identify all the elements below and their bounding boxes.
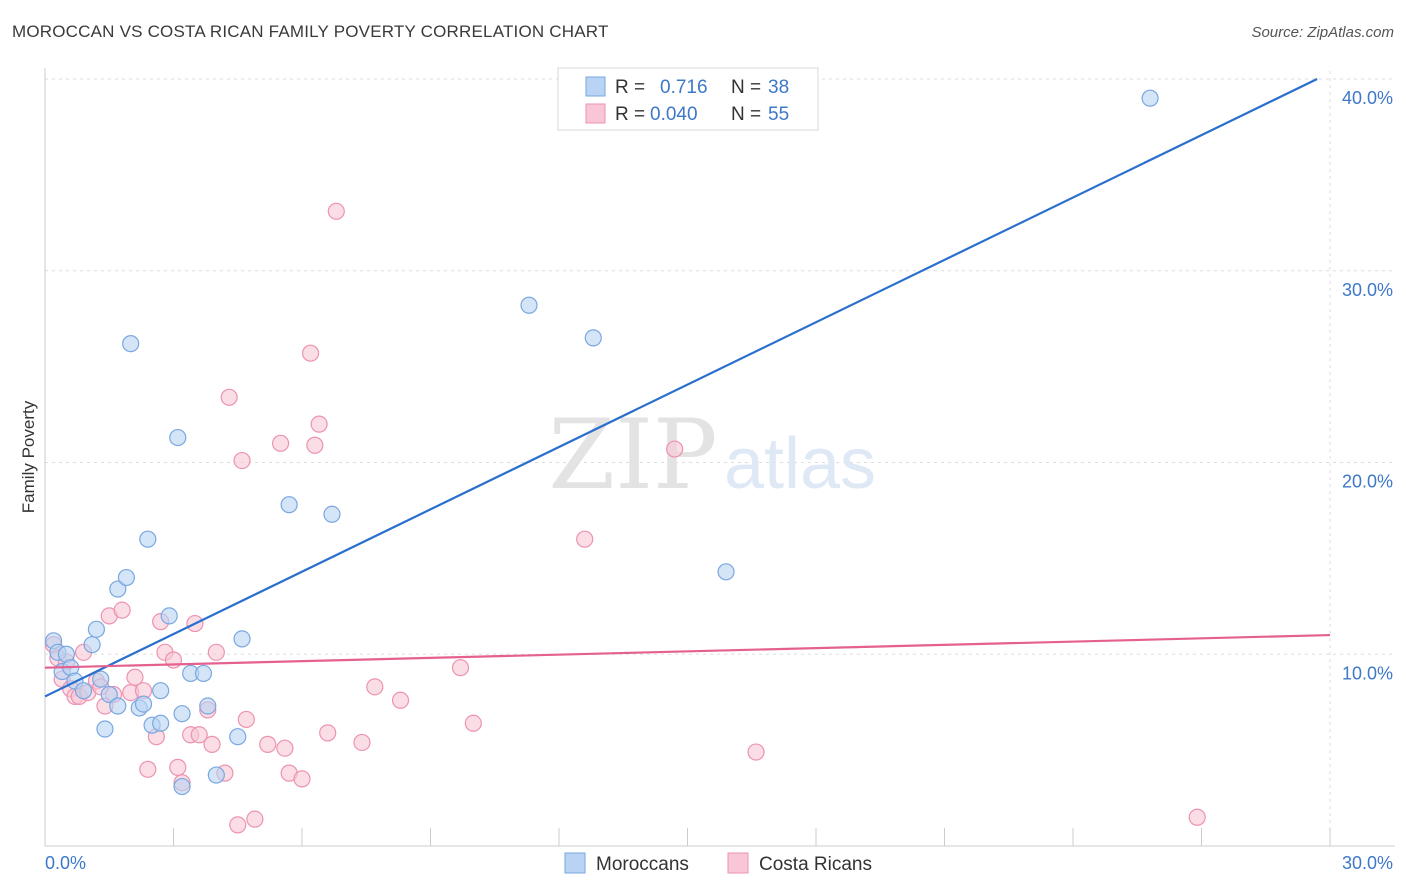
moroccan-point — [717, 563, 735, 581]
moroccan-point — [194, 664, 213, 683]
costa-rican-point — [353, 733, 371, 752]
moroccan-point — [96, 720, 114, 738]
costa-rican-point — [246, 810, 264, 828]
bottom-legend-moroccans: Moroccans — [596, 854, 689, 875]
watermark-zip: ZIP — [548, 399, 717, 511]
moroccan-point — [117, 568, 135, 587]
moroccan-point — [139, 530, 157, 548]
moroccans-points — [44, 89, 1159, 796]
series-legend: Moroccans Costa Ricans — [564, 852, 872, 875]
legend-n-value-2: 55 — [768, 104, 789, 125]
watermark: ZIP atlas — [548, 399, 876, 511]
moroccan-point — [280, 496, 298, 514]
costa-rican-point — [203, 735, 221, 753]
moroccan-point — [74, 682, 93, 700]
bottom-legend-costa-ricans: Costa Ricans — [759, 854, 872, 875]
costa-rican-point — [229, 816, 247, 834]
costa-rican-point — [190, 726, 208, 744]
legend-r-label-2: R = — [615, 104, 645, 125]
x-tick-label-min: 0.0% — [45, 853, 86, 873]
x-tick-labels: 0.0% 30.0% — [45, 853, 1393, 873]
legend-r-value-2: 0.040 — [650, 104, 698, 125]
y-tick-label: 10.0% — [1342, 663, 1393, 683]
moroccan-point — [207, 766, 225, 784]
costa-rican-point — [666, 440, 684, 458]
moroccan-point — [233, 630, 251, 648]
costa-rican-point — [301, 344, 320, 362]
costa-rican-point — [576, 530, 594, 548]
legend-swatch-moroccans — [585, 76, 606, 97]
legend-swatch-costa-ricans — [585, 103, 606, 124]
moroccan-point — [199, 697, 217, 715]
costa-rican-point — [259, 735, 277, 753]
watermark-atlas: atlas — [724, 424, 876, 504]
costa-rican-point — [451, 659, 470, 677]
moroccan-point — [83, 636, 101, 654]
costa-rican-point — [747, 743, 765, 761]
costa-rican-point — [233, 451, 251, 470]
moroccan-point — [122, 335, 140, 353]
costa-rican-point — [391, 691, 410, 709]
moroccan-point — [134, 695, 153, 713]
legend-n-label-1: N = — [731, 77, 761, 98]
y-tick-labels: 10.0% 20.0% 30.0% 40.0% — [1342, 88, 1393, 683]
correlation-legend: R = 0.716 N = 38 R = 0.040 N = 55 — [557, 67, 819, 131]
legend-n-value-1: 38 — [768, 77, 789, 98]
moroccan-point — [100, 685, 118, 704]
moroccan-point — [1141, 89, 1159, 107]
y-tick-label: 40.0% — [1342, 88, 1393, 108]
costa-rican-point — [366, 678, 384, 696]
moroccan-point — [520, 296, 538, 314]
costa-rican-point — [169, 758, 187, 776]
moroccan-point — [109, 580, 127, 598]
costa-rican-point — [319, 724, 337, 742]
source-credit: Source: ZipAtlas.com — [1251, 24, 1394, 41]
moroccan-point — [169, 428, 187, 447]
moroccan-point — [229, 728, 247, 746]
moroccan-point — [160, 607, 178, 625]
bottom-legend-swatch-costa-ricans — [727, 852, 749, 874]
y-tick-label: 30.0% — [1342, 280, 1393, 300]
moroccan-point — [109, 697, 127, 715]
moroccan-point — [152, 682, 170, 700]
costa-ricans-trend-line — [44, 633, 1331, 669]
costa-rican-point — [327, 202, 345, 220]
costa-ricans-points — [44, 202, 1206, 834]
moroccan-point — [173, 705, 191, 723]
costa-rican-point — [139, 760, 157, 778]
moroccan-point — [323, 505, 341, 523]
costa-rican-point — [271, 434, 290, 452]
legend-n-label-2: N = — [731, 104, 761, 125]
costa-rican-point — [207, 643, 225, 661]
chart-title: MOROCCAN VS COSTA RICAN FAMILY POVERTY C… — [12, 22, 609, 41]
costa-rican-point — [1188, 808, 1206, 826]
moroccan-point — [87, 620, 106, 638]
costa-rican-point — [237, 710, 255, 729]
bottom-legend-swatch-moroccans — [564, 852, 586, 874]
moroccans-trend-line — [44, 78, 1318, 698]
moroccan-point — [152, 714, 170, 732]
moroccan-point — [584, 329, 602, 347]
y-axis-label: Family Poverty — [19, 400, 38, 513]
legend-r-label-1: R = — [615, 77, 645, 98]
trend-lines — [44, 78, 1331, 698]
x-tick-label-max: 30.0% — [1342, 853, 1393, 873]
costa-rican-point — [220, 388, 238, 406]
axes — [44, 68, 1395, 847]
y-tick-label: 20.0% — [1342, 472, 1393, 492]
costa-rican-point — [276, 739, 294, 757]
costa-rican-point — [310, 415, 328, 433]
legend-r-value-1: 0.716 — [660, 77, 708, 98]
costa-rican-point — [293, 770, 311, 788]
costa-rican-point — [126, 668, 144, 686]
costa-rican-point — [464, 714, 482, 732]
moroccan-point — [173, 777, 191, 796]
moroccan-point — [92, 670, 110, 688]
costa-rican-point — [306, 436, 324, 454]
costa-rican-point — [113, 601, 131, 619]
